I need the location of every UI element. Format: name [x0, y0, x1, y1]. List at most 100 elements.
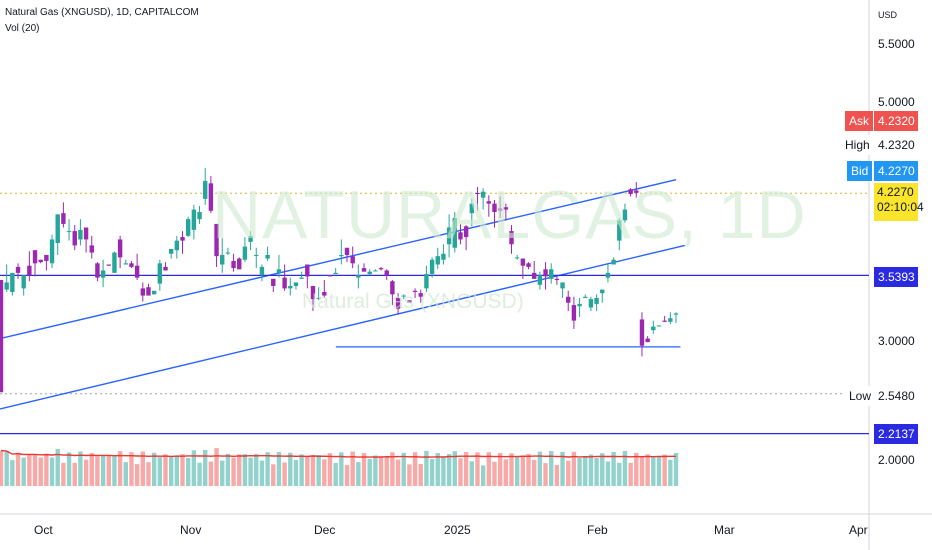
volume-bar: [72, 462, 77, 486]
candle-body: [191, 209, 197, 230]
high-label: High: [841, 135, 874, 155]
candle-body: [475, 192, 480, 195]
candle-body: [463, 226, 469, 238]
volume-bar: [497, 453, 503, 486]
volume-bar: [248, 457, 253, 486]
volume-bar: [83, 459, 89, 486]
candle-body: [15, 266, 21, 273]
volume-bar: [401, 452, 406, 486]
candle-body: [356, 275, 361, 278]
volume-bar: [282, 462, 287, 486]
candle-body: [112, 252, 117, 273]
volume-bar: [543, 463, 548, 486]
candle-body: [668, 318, 673, 322]
candle-body: [55, 214, 60, 244]
candle-body: [401, 295, 406, 297]
candle-body: [458, 232, 463, 240]
candle-body: [441, 253, 446, 260]
last-price-tag: 4.2270 02:10:04: [874, 183, 924, 221]
candle-body: [543, 269, 548, 277]
volume-bar: [225, 453, 231, 486]
volume-bar: [15, 452, 21, 486]
candle-body: [594, 297, 599, 304]
volume-bar: [583, 455, 588, 486]
volume-bar: [639, 456, 645, 486]
volume-ma-line: [0, 449, 676, 458]
volume-bar: [452, 451, 457, 486]
candle-body: [486, 201, 492, 204]
volume-bar: [44, 453, 49, 486]
candle-body: [424, 274, 429, 289]
volume-bar: [384, 457, 389, 486]
volume-bar: [0, 450, 4, 486]
ask-label: Ask: [845, 111, 874, 131]
candle-body: [583, 296, 588, 298]
volume-bar: [367, 458, 372, 486]
candle-body: [429, 259, 435, 275]
x-tick-label: Feb: [587, 523, 608, 537]
volume-bar: [134, 464, 140, 486]
candle-body: [72, 231, 77, 246]
volume-bar: [27, 453, 32, 486]
y-tick-label: 5.5000: [878, 37, 915, 51]
candle-body: [492, 203, 497, 212]
candle-body: [333, 272, 338, 275]
candle-body: [645, 338, 650, 343]
ask-price-tag: 4.2320: [874, 111, 918, 131]
volume-bar: [390, 452, 395, 486]
volume-bar: [100, 455, 106, 486]
volume-bar: [475, 452, 480, 486]
volume-bar: [634, 452, 639, 486]
volume-bar: [520, 456, 526, 486]
volume-bar: [662, 454, 667, 486]
last-price-value: 4.2270: [877, 185, 914, 199]
volume-bar: [435, 453, 440, 486]
candle-body: [520, 258, 526, 266]
candle-body: [605, 272, 611, 278]
volume-bar: [151, 452, 157, 486]
indicator-label[interactable]: Vol (20): [5, 23, 40, 34]
currency-label[interactable]: USD: [878, 10, 898, 20]
candle-body: [651, 326, 656, 331]
volume-bar: [95, 456, 100, 486]
volume-bar: [441, 457, 446, 486]
chart-title[interactable]: Natural Gas (XNGUSD), 1D, CAPITALCOM: [5, 7, 199, 18]
candle-body: [418, 293, 423, 297]
candle-body: [49, 239, 55, 264]
candle-body: [327, 275, 333, 277]
bar-countdown: 02:10:04: [877, 200, 924, 214]
candle-body: [344, 247, 350, 255]
volume-bar: [327, 453, 333, 486]
volume-bar: [4, 451, 9, 486]
candle-body: [560, 282, 565, 289]
low-label: Low: [845, 386, 876, 406]
volume-bar: [259, 460, 265, 486]
candle-body: [106, 264, 111, 266]
candle-body: [656, 325, 662, 327]
volume-bar: [61, 462, 66, 486]
volume-bar: [656, 457, 662, 486]
volume-bar: [203, 449, 208, 486]
volume-bar: [514, 456, 520, 486]
volume-bar: [373, 455, 378, 486]
volume-bar: [617, 462, 622, 486]
candle-body: [4, 282, 9, 290]
volume-bar: [10, 460, 15, 486]
volume-bar: [197, 462, 202, 486]
volume-bar: [622, 450, 628, 486]
candle-body: [180, 237, 185, 241]
volume-bar: [32, 454, 38, 486]
candle-body: [214, 223, 219, 257]
candle-body: [134, 265, 140, 278]
volume-bar: [322, 459, 327, 486]
channel-lower-line: [0, 244, 685, 410]
volume-bar: [356, 462, 361, 486]
volume-bar: [463, 451, 469, 486]
volume-bar: [106, 455, 111, 486]
candle-body: [514, 257, 520, 259]
volume-bar: [480, 465, 486, 486]
candle-body: [157, 263, 163, 284]
volume-bar: [611, 451, 616, 486]
volume-bar: [566, 460, 571, 486]
